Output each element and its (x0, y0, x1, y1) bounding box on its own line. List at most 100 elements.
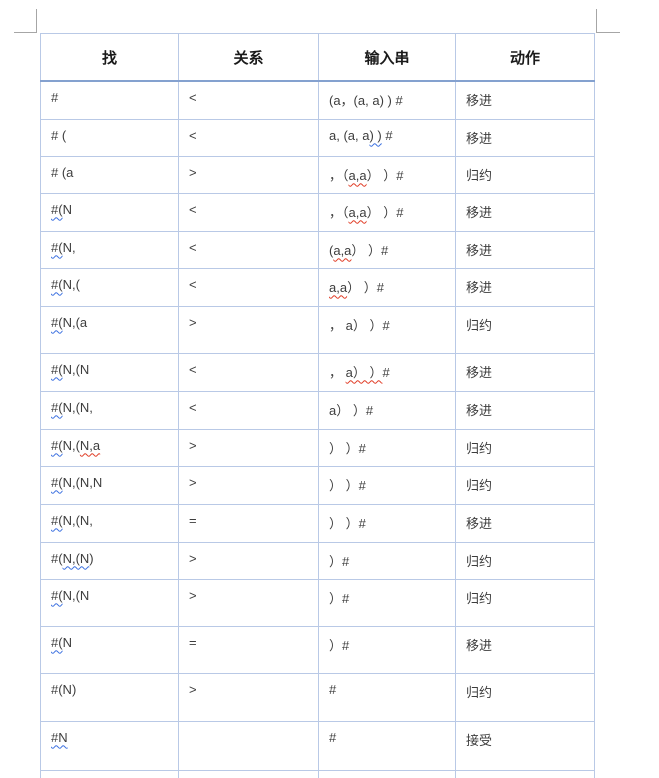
stack-segment: N (62, 201, 72, 217)
stack-segment: #( (51, 276, 63, 292)
relation-cell[interactable]: < (178, 230, 319, 269)
action-cell[interactable]: 移进 (455, 390, 595, 430)
empty-cell[interactable] (40, 769, 179, 778)
action-cell[interactable]: 接受 (455, 720, 595, 771)
input-segment: ） ）# (366, 204, 404, 220)
stack-cell[interactable]: #(N (40, 625, 179, 674)
action-cell[interactable]: 归约 (455, 305, 595, 354)
relation-cell[interactable]: = (178, 625, 319, 674)
input-segment: ）# (329, 590, 350, 606)
input-cell[interactable]: a） ）# (318, 390, 456, 430)
action-cell[interactable]: 归约 (455, 578, 595, 627)
input-cell[interactable]: ，（a,a） ）# (318, 192, 456, 232)
relation-cell[interactable]: < (178, 192, 319, 232)
input-cell[interactable]: ，（a,a） ）# (318, 155, 456, 194)
input-cell[interactable]: ）# (318, 541, 456, 580)
stack-segment: #( (51, 587, 63, 603)
action-cell[interactable]: 归约 (455, 428, 595, 467)
empty-cell[interactable] (318, 769, 456, 778)
input-cell[interactable]: (a,a） ）# (318, 230, 456, 269)
stack-segment: #( (51, 634, 63, 650)
action-cell[interactable]: 归约 (455, 672, 595, 722)
stack-segment: N,(N,N (62, 474, 103, 490)
relation-cell[interactable]: > (178, 541, 319, 580)
action-cell[interactable]: 归约 (455, 155, 595, 194)
input-cell[interactable]: ， a） ）# (318, 352, 456, 392)
stack-cell[interactable]: #N (40, 720, 179, 771)
stack-segment: #( (51, 239, 63, 255)
relation-cell[interactable]: > (178, 578, 319, 627)
input-segment: a） ）# (329, 402, 374, 418)
relation-cell[interactable]: > (178, 672, 319, 722)
stack-cell[interactable]: #(N) (40, 672, 179, 722)
relation-cell[interactable]: < (178, 118, 319, 157)
relation-cell[interactable]: < (178, 267, 319, 307)
column-header-action[interactable]: 动作 (455, 33, 595, 82)
input-cell[interactable]: ） ）# (318, 428, 456, 467)
action-cell[interactable]: 移进 (455, 267, 595, 307)
column-header-relation[interactable]: 关系 (178, 33, 319, 82)
relation-cell[interactable]: < (178, 390, 319, 430)
empty-cell[interactable] (178, 769, 319, 778)
stack-cell[interactable]: #(N,(N (40, 352, 179, 392)
stack-cell[interactable]: #(N (40, 192, 179, 232)
stack-segment: N,( (62, 437, 80, 453)
action-cell[interactable]: 移进 (455, 352, 595, 392)
stack-cell[interactable]: #(N,( (40, 267, 179, 307)
stack-cell[interactable]: #(N,(N (40, 578, 179, 627)
relation-cell[interactable]: = (178, 503, 319, 543)
input-cell[interactable]: # (318, 720, 456, 771)
stack-cell[interactable]: # (40, 80, 179, 120)
action-cell[interactable]: 移进 (455, 503, 595, 543)
input-segment: ） ）# (347, 279, 384, 295)
relation-cell[interactable]: > (178, 465, 319, 505)
stack-cell[interactable]: #(N,(N) (40, 541, 179, 580)
stack-cell[interactable]: # (a (40, 155, 179, 194)
input-segment: a,a (348, 204, 367, 220)
action-cell[interactable]: 移进 (455, 625, 595, 674)
input-segment: ( (329, 242, 334, 258)
action-cell[interactable]: 归约 (455, 541, 595, 580)
column-header-input[interactable]: 输入串 (318, 33, 456, 82)
relation-cell[interactable]: < (178, 80, 319, 120)
column-header-stack[interactable]: 找 (40, 33, 179, 82)
table-row: #(N,(N, < a） ）# 移进 (40, 390, 595, 430)
relation-cell[interactable]: > (178, 305, 319, 354)
input-cell[interactable]: ， a） ）# (318, 305, 456, 354)
stack-cell[interactable]: #(N,(a (40, 305, 179, 354)
stack-cell[interactable]: #(N,(N,N (40, 465, 179, 505)
input-cell[interactable]: ）# (318, 578, 456, 627)
text-boundary-mark-top-left-vertical (36, 9, 37, 33)
action-cell[interactable]: 移进 (455, 192, 595, 232)
stack-segment: #( (51, 474, 63, 490)
input-cell[interactable]: ）# (318, 625, 456, 674)
stack-cell[interactable]: #(N,(N,a (40, 428, 179, 467)
table-row: #(N,(< a,a） ）# 移进 (40, 267, 595, 307)
action-cell[interactable]: 移进 (455, 118, 595, 157)
stack-cell[interactable]: #(N,(N, (40, 390, 179, 430)
relation-cell[interactable]: < (178, 352, 319, 392)
stack-segment: #( (51, 314, 63, 330)
table-row: # (< a, (a, a) ) # 移进 (40, 118, 595, 157)
stack-segment: N,(N, (62, 399, 93, 415)
input-cell[interactable]: # (318, 672, 456, 722)
action-cell[interactable]: 归约 (455, 465, 595, 505)
relation-cell[interactable]: > (178, 155, 319, 194)
relation-cell[interactable] (178, 720, 319, 771)
empty-cell[interactable] (455, 769, 595, 778)
action-cell[interactable]: 移进 (455, 80, 595, 120)
input-segment: ， (329, 364, 346, 380)
stack-cell[interactable]: # ( (40, 118, 179, 157)
input-cell[interactable]: (a，(a, a) ) # (318, 80, 456, 120)
action-cell[interactable]: 移进 (455, 230, 595, 269)
stack-segment: #( (51, 550, 63, 566)
stack-segment: #( (51, 201, 63, 217)
input-cell[interactable]: a, (a, a) ) # (318, 118, 456, 157)
relation-cell[interactable]: > (178, 428, 319, 467)
stack-cell[interactable]: #(N, (40, 230, 179, 269)
stack-cell[interactable]: #(N,(N, (40, 503, 179, 543)
stack-segment: N,a (79, 437, 101, 453)
input-cell[interactable]: ） ）# (318, 503, 456, 543)
input-cell[interactable]: ） ）# (318, 465, 456, 505)
input-cell[interactable]: a,a） ）# (318, 267, 456, 307)
